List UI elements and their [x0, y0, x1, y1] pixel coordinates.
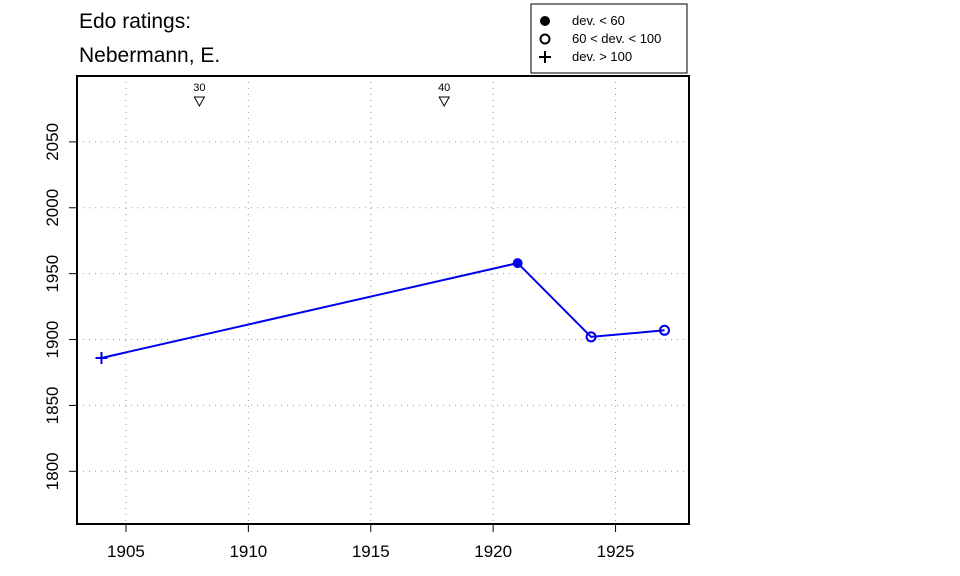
age-marker-label-40: 40: [438, 82, 450, 94]
legend-symbol-open-circle: [539, 33, 551, 45]
legend-label-high-dev: dev. > 100: [572, 49, 632, 64]
x-tick-label-1925: 1925: [597, 542, 635, 561]
plot-frame: [76, 75, 690, 525]
age-marker-triangle-40: [438, 96, 451, 108]
legend-label-low-dev: dev. < 60: [572, 13, 625, 28]
x-tick-label-1910: 1910: [229, 542, 267, 561]
y-tick-label-2050: 2050: [43, 123, 62, 161]
legend-box: [530, 3, 688, 74]
legend: dev. < 60 60 < dev. < 100 dev. > 100: [530, 3, 688, 74]
data-point-1904: [95, 351, 108, 364]
age-markers: 30 40: [193, 82, 451, 108]
data-point-1921: [512, 258, 523, 269]
legend-label-mid-dev: 60 < dev. < 100: [572, 31, 661, 46]
y-tick-label-1850: 1850: [43, 386, 62, 424]
chart-title-line-1: Edo ratings:: [79, 10, 191, 33]
data-point-1927: [659, 324, 671, 336]
chart-title-line-2: Nebermann, E.: [79, 44, 220, 67]
x-tick-label-1915: 1915: [352, 542, 390, 561]
age-marker-triangle-30: [193, 96, 206, 108]
rating-series: [95, 258, 671, 364]
x-axis: 1905 1910 1915 1920 1925: [107, 524, 634, 561]
legend-symbol-plus: [539, 51, 551, 63]
y-tick-label-1950: 1950: [43, 255, 62, 293]
data-point-1924: [585, 331, 597, 343]
y-tick-label-1900: 1900: [43, 321, 62, 359]
x-tick-label-1905: 1905: [107, 542, 145, 561]
y-tick-label-2000: 2000: [43, 189, 62, 227]
series-line-0: [101, 262, 665, 359]
grid-lines: [77, 76, 689, 524]
age-marker-label-30: 30: [193, 82, 205, 94]
legend-symbol-filled-circle: [540, 16, 550, 26]
y-tick-label-1800: 1800: [43, 452, 62, 490]
x-tick-label-1920: 1920: [474, 542, 512, 561]
y-axis: 1800 1850 1900 1950 2000 2050: [43, 123, 77, 490]
